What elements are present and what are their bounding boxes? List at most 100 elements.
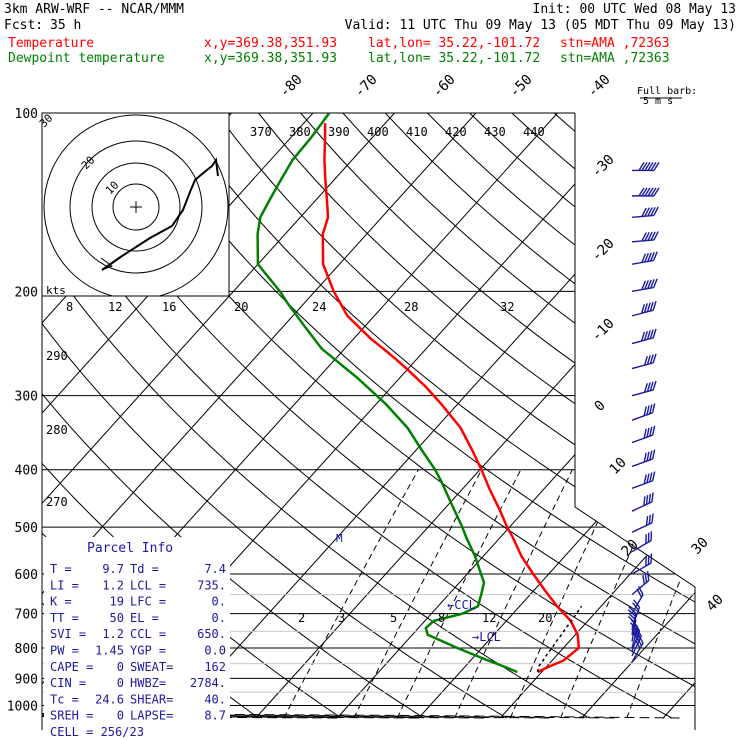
wind-barb: [632, 187, 660, 197]
pressure-tick-label: 300: [15, 390, 38, 405]
wind-barb-flag: [649, 354, 654, 364]
wind-barb-flag: [650, 251, 655, 262]
wind-barb-flag: [643, 406, 647, 416]
hodograph-arrow: [100, 257, 114, 271]
mixing-ratio-label: 3: [338, 611, 345, 625]
wind-barb-flag: [636, 588, 643, 598]
parcel-info-value: 9.7: [102, 562, 124, 576]
wind-barb-flag: [646, 405, 650, 415]
pressure-tick-label: 900: [15, 672, 38, 687]
wind-barb-flag: [651, 449, 656, 460]
isotherm-line: [255, 113, 695, 719]
wind-barb-staff: [631, 579, 650, 596]
isotherm-line: [499, 113, 695, 719]
pressure-tick-label: 1000: [7, 699, 38, 714]
pressure-tick-label: 700: [15, 608, 38, 623]
wind-barb-flag: [646, 451, 650, 462]
wind-barb-flag: [650, 187, 657, 197]
wind-barb-staff: [631, 540, 652, 553]
temperature-trace: [321, 123, 581, 674]
sounding-traces: [256, 113, 583, 674]
wind-barb: [631, 300, 657, 317]
parcel-info-key: CELL = 256/23: [50, 725, 144, 739]
wind-barb-flag: [650, 553, 653, 564]
wind-barb-flag: [634, 630, 641, 640]
wind-barb-flag: [641, 232, 647, 242]
wind-barb-flag: [653, 251, 658, 261]
isotherm-line: [418, 113, 695, 719]
isotherm-line: [42, 113, 477, 719]
wind-barb-staff: [631, 434, 653, 444]
wind-barb-flag: [653, 162, 660, 171]
wind-barb-flag: [643, 383, 648, 393]
hodograph-trace: [101, 157, 219, 271]
wind-barb-flag: [652, 328, 657, 339]
parcel-info-value: 0: [117, 709, 124, 723]
parcel-info-key: HWBZ=: [130, 676, 166, 690]
wind-barb-flag: [633, 599, 641, 608]
parcel-info-value: 0: [117, 660, 124, 674]
wind-barb-flag: [633, 622, 641, 631]
lcl-annotation: →LCL: [472, 630, 501, 644]
wind-barb-flag: [641, 187, 648, 197]
legend-dewpoint-name: Dewpoint temperature: [8, 51, 165, 66]
wind-barb-flag: [649, 450, 653, 461]
wind-barb-flag: [653, 278, 658, 288]
parcel-info-value: 19: [110, 595, 124, 609]
wind-barb: [631, 622, 641, 652]
model-title: 3km ARW-WRF -- NCAR/MMM: [4, 2, 185, 17]
parcel-info-key: T =: [50, 562, 72, 576]
dry-adiabat-line: [258, 113, 695, 719]
isotherm-label: 30: [689, 535, 712, 558]
wind-barb-flag: [644, 572, 648, 583]
wind-barb-flag: [627, 609, 636, 617]
theta-label: 400: [367, 125, 389, 139]
pressure-tick-label: 200: [15, 285, 38, 300]
wind-barb-flag: [645, 534, 647, 544]
wind-barb-flag: [649, 381, 654, 391]
parcel-info-key: SWEAT=: [130, 660, 173, 674]
wind-barb-flag: [650, 531, 653, 541]
theta-label: 420: [445, 125, 467, 139]
theta-label: 370: [250, 125, 272, 139]
parcel-info-key: LAPSE=: [130, 709, 173, 723]
pressure-tick-label: 600: [15, 568, 38, 583]
mixing-ratio-line: [283, 469, 419, 719]
wind-barb-flag: [640, 304, 646, 314]
mixing-ratio-line: [509, 469, 623, 719]
wind-barb-flag: [646, 355, 651, 365]
wind-barb: [631, 425, 656, 444]
wind-barb-flag: [647, 207, 653, 217]
mixing-ratio-line: [353, 469, 483, 719]
wind-barb-flag: [643, 474, 647, 484]
parcel-info-value: 24.6: [95, 692, 124, 706]
wind-barb-staff: [631, 642, 644, 663]
parcel-info-key: YGP =: [130, 644, 166, 658]
parcel-info-key: CIN =: [50, 676, 86, 690]
moist-adiabat-line: [42, 695, 680, 719]
parcel-info-value: 1.45: [95, 644, 124, 658]
wind-barb-flag: [643, 496, 646, 506]
wind-barb-flag: [634, 639, 641, 649]
mixing-ratio-label: 20: [538, 611, 552, 625]
parcel-info-value: 1.2: [102, 627, 124, 641]
speed-tick-label: 28: [404, 300, 418, 314]
parcel-info-value: 1.2: [102, 578, 124, 592]
parcel-info-value: 7.4: [204, 562, 226, 576]
hodograph-ring-10: [112, 183, 160, 231]
wind-barb-flag: [649, 301, 654, 312]
wind-barb-flag: [632, 625, 640, 634]
wind-barb-flag: [644, 280, 649, 290]
speed-tick-label: 8: [66, 300, 73, 314]
parcel-info-box: Parcel Info T = 9.7 Td = 7.4 LI = 1.2 LCL = 735.…: [44, 537, 230, 739]
isotherm-label: -40: [585, 72, 614, 101]
speed-tick-label: 32: [500, 300, 514, 314]
parcel-path: [536, 605, 583, 673]
parcel-box-bg: [44, 537, 230, 723]
wind-barb-staff: [631, 286, 654, 293]
wind-barb-flag: [648, 514, 652, 525]
wind-barb-flag: [647, 252, 652, 262]
wind-barb-flag: [638, 187, 645, 197]
dry-adiabat-line: [595, 113, 695, 719]
wind-barbs: [627, 162, 660, 663]
